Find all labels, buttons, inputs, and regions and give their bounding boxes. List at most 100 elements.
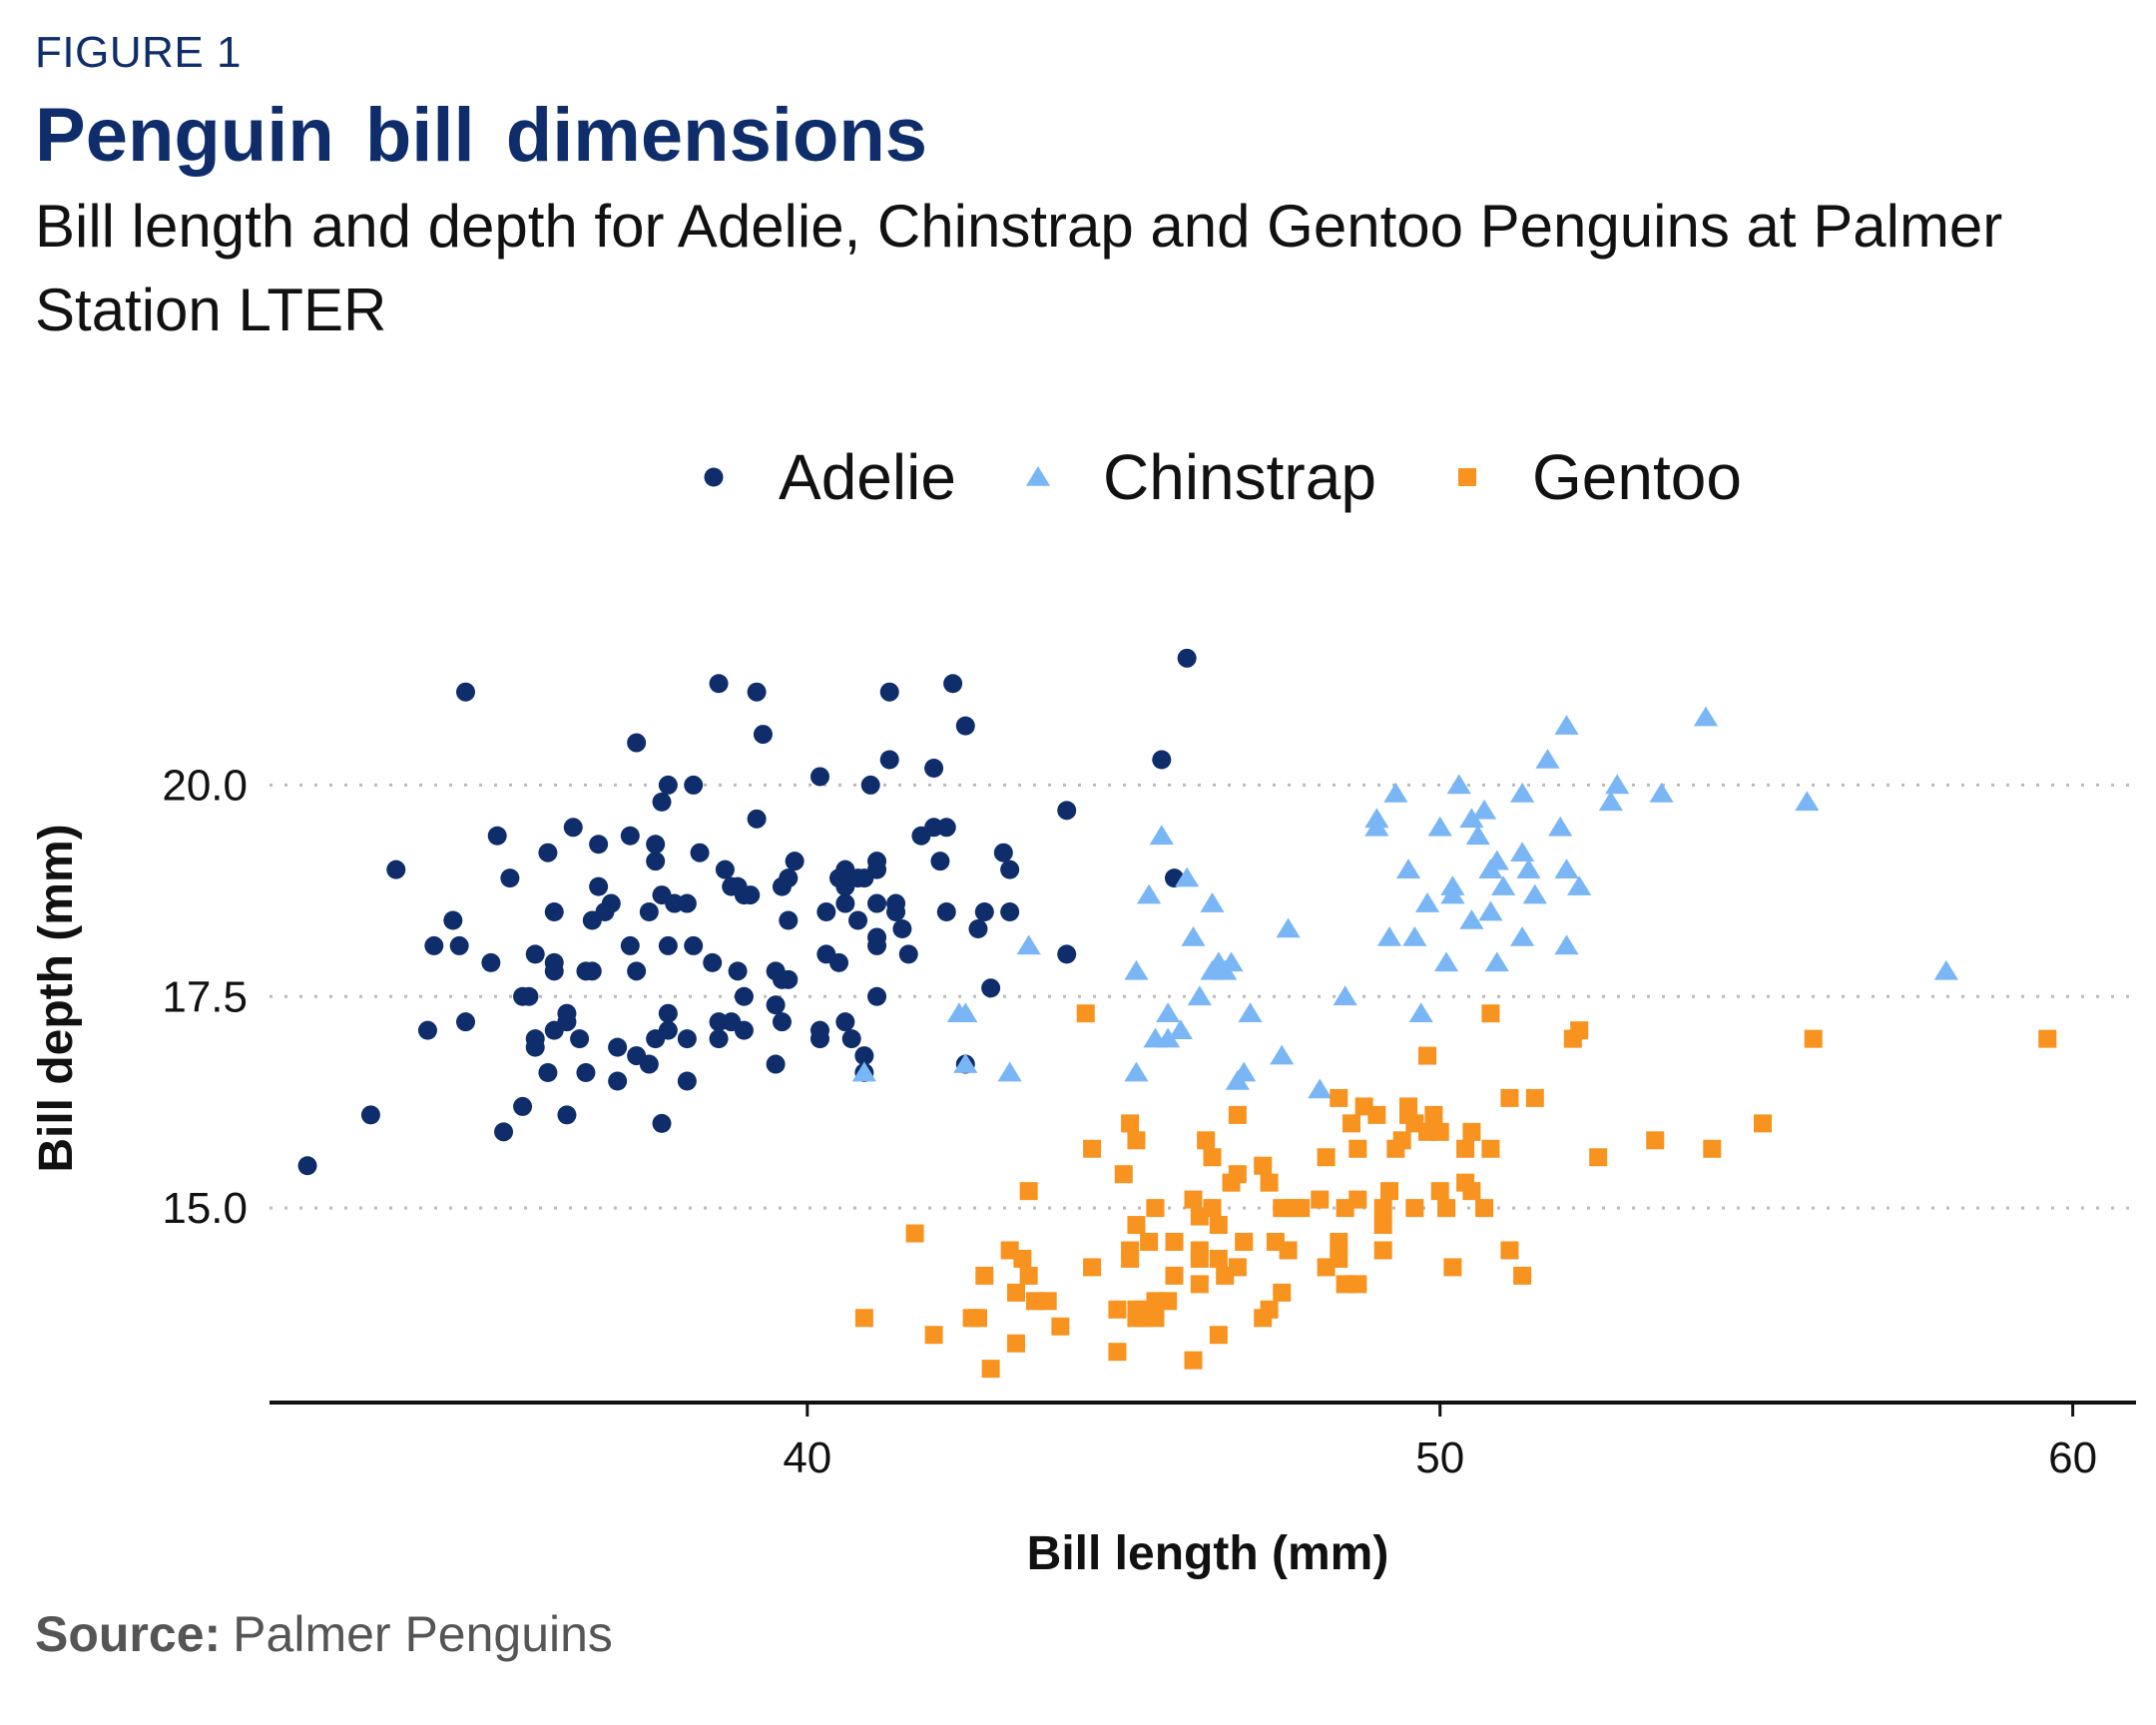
- chinstrap-point: [1933, 959, 1958, 980]
- gentoo-point: [1051, 1317, 1070, 1336]
- adelie-point: [766, 995, 786, 1015]
- adelie-point: [677, 1029, 697, 1049]
- chart-title: Penguin bill dimensions: [35, 93, 928, 178]
- gentoo-point: [1165, 1233, 1184, 1251]
- adelie-point: [639, 902, 659, 922]
- gentoo-point: [1513, 1266, 1532, 1285]
- x-tick-label: 50: [1415, 1434, 1464, 1482]
- adelie-point: [728, 961, 748, 981]
- gentoo-point: [2038, 1029, 2057, 1048]
- adelie-point: [658, 775, 678, 795]
- chinstrap-point: [1219, 951, 1244, 972]
- gentoo-point: [1424, 1105, 1443, 1124]
- chinstrap-point: [1200, 892, 1225, 912]
- gentoo-point: [1754, 1114, 1772, 1133]
- chinstrap-point: [1168, 1019, 1193, 1039]
- adelie-point: [766, 1054, 786, 1074]
- adelie-point: [747, 809, 767, 829]
- chinstrap-point: [1333, 985, 1357, 1006]
- adelie-point: [652, 792, 672, 812]
- adelie-point: [867, 852, 887, 871]
- adelie-point: [417, 1020, 437, 1040]
- adelie-point: [715, 860, 735, 879]
- gentoo-point: [1430, 1182, 1449, 1201]
- adelie-point: [785, 852, 805, 871]
- gentoo-point: [1203, 1199, 1222, 1218]
- chinstrap-point: [1649, 782, 1674, 803]
- chinstrap-point: [1408, 1002, 1433, 1023]
- gentoo-point: [854, 1309, 873, 1328]
- adelie-point: [835, 1012, 855, 1032]
- chinstrap-point: [851, 1061, 876, 1082]
- adelie-point: [449, 935, 469, 955]
- gentoo-point: [1462, 1122, 1481, 1141]
- adelie-point: [494, 1122, 514, 1142]
- gentoo-point: [1481, 1139, 1500, 1158]
- gentoo-point: [1456, 1139, 1475, 1158]
- y-tick-label: 20.0: [162, 761, 248, 810]
- chinstrap-point: [1308, 1078, 1333, 1099]
- gentoo-point: [1260, 1173, 1279, 1192]
- chinstrap-point: [1433, 951, 1459, 972]
- chinstrap-point: [1270, 1044, 1295, 1065]
- adelie-point: [684, 775, 704, 795]
- adelie-point: [860, 775, 880, 795]
- adelie-point: [841, 1029, 861, 1049]
- gentoo-point: [1184, 1190, 1203, 1209]
- adelie-point: [620, 826, 640, 846]
- adelie-point: [589, 876, 609, 896]
- adelie-point: [892, 918, 912, 938]
- adelie-point: [993, 843, 1013, 862]
- chinstrap-point: [1364, 808, 1389, 829]
- adelie-point: [734, 1020, 754, 1040]
- adelie-point: [639, 1054, 659, 1074]
- x-tick-label: 40: [783, 1434, 831, 1482]
- chinstrap-point: [1440, 875, 1465, 895]
- chinstrap-point: [1567, 875, 1592, 895]
- gentoo-point: [924, 1326, 943, 1345]
- adelie-point: [854, 1046, 874, 1066]
- adelie-point: [646, 852, 666, 871]
- chinstrap-point: [1471, 799, 1497, 820]
- chinstrap-point: [1522, 883, 1547, 904]
- adelie-point: [658, 1020, 678, 1040]
- legend-marker-circle: [704, 467, 724, 487]
- adelie-point: [779, 969, 799, 989]
- adelie-point: [627, 733, 647, 753]
- gentoo-point: [1254, 1156, 1273, 1175]
- adelie-point: [646, 835, 666, 855]
- gentoo-point: [1405, 1199, 1424, 1218]
- gentoo-point: [1462, 1182, 1481, 1201]
- gentoo-point: [1076, 1004, 1095, 1023]
- adelie-point: [620, 935, 640, 955]
- gentoo-point: [1190, 1275, 1209, 1294]
- adelie-point: [753, 725, 773, 745]
- gentoo-point: [1570, 1021, 1589, 1040]
- source-note: Source: Palmer Penguins: [35, 1605, 613, 1663]
- x-axis-label: Bill length (mm): [1027, 1527, 1389, 1580]
- y-tick-label: 17.5: [162, 972, 248, 1021]
- adelie-point: [500, 868, 520, 888]
- chinstrap-point: [997, 1061, 1022, 1082]
- adelie-point: [513, 1096, 533, 1116]
- chinstrap-point: [1149, 825, 1174, 846]
- chinstrap-point: [1693, 706, 1719, 727]
- gentoo-point: [1019, 1182, 1038, 1201]
- gentoo-point: [1348, 1275, 1367, 1294]
- adelie-point: [867, 986, 887, 1006]
- gentoo-point: [1373, 1216, 1392, 1235]
- adelie-point: [924, 758, 944, 778]
- adelie-point: [981, 978, 1001, 998]
- adelie-point: [709, 1029, 729, 1049]
- adelie-point: [544, 952, 564, 972]
- adelie-point: [1152, 750, 1172, 770]
- adelie-point: [1000, 902, 1020, 922]
- gentoo-point: [1209, 1326, 1228, 1345]
- gentoo-point: [1330, 1233, 1348, 1251]
- adelie-point: [658, 1003, 678, 1023]
- chinstrap-point: [1124, 1061, 1149, 1082]
- gentoo-point: [1019, 1266, 1038, 1285]
- legend-label: Chinstrap: [1103, 441, 1376, 513]
- chinstrap-point: [1402, 925, 1427, 946]
